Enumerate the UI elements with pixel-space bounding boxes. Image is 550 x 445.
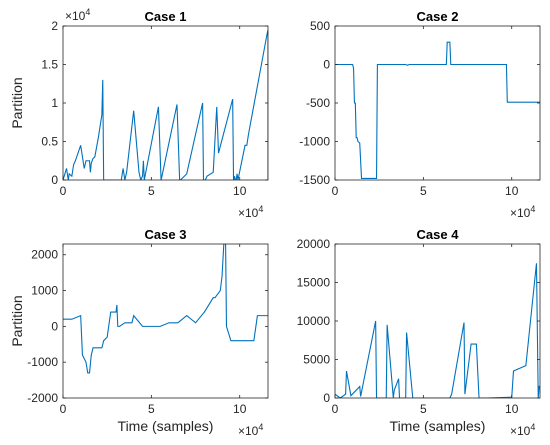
y-tick-label: 0 — [323, 58, 330, 72]
y-tick-label: 15000 — [297, 276, 331, 290]
y-axis-multiplier: ×104 — [65, 7, 90, 23]
y-tick-label: -1000 — [27, 355, 58, 369]
x-axis-label: Time (samples) — [390, 418, 486, 434]
x-axis-exponent: 4 — [258, 422, 263, 432]
y-tick-label: 0.5 — [41, 135, 58, 149]
x-axis-exponent: 4 — [530, 204, 535, 214]
y-tick-label: 500 — [310, 19, 330, 33]
chart-panel-2: 0 5 10 -1500 -1000 -500 0 500 Case 2 ×104 — [299, 9, 541, 220]
y-tick-label: 2 — [51, 19, 58, 33]
x-tick-label: 10 — [505, 184, 519, 198]
axes-box — [62, 243, 269, 399]
x-axis-multiplier: ×104 — [510, 422, 535, 438]
series-line-1 — [63, 29, 268, 180]
chart-title: Case 3 — [145, 227, 187, 242]
chart-panel-1: 0 5 10 0 0.5 1 1.5 2 Case 1 ×104 ×104 Partition — [9, 7, 269, 220]
x-tick-label: 5 — [148, 184, 155, 198]
x-axis-exponent: 4 — [530, 422, 535, 432]
y-tick-label: -2000 — [27, 391, 58, 405]
chart-panel-3: 0 5 10 -2000 -1000 0 1000 2000 Case 3 ×104 Partiti… — [9, 227, 269, 438]
y-tick-label: 0 — [323, 391, 330, 405]
y-tick-label: -500 — [306, 96, 330, 110]
y-axis-label: Partition — [9, 77, 25, 128]
y-axis-exponent: 4 — [85, 7, 90, 17]
y-axis-label: Partition — [9, 295, 25, 346]
y-tick-label: 1000 — [31, 284, 58, 298]
y-tick-label: 0 — [51, 319, 58, 333]
x-axis-label: Time (samples) — [118, 418, 214, 434]
series-line-1 — [63, 244, 268, 374]
y-tick-label: 20000 — [297, 237, 331, 251]
x-tick-label: 10 — [233, 402, 247, 416]
y-tick-label: 10000 — [297, 314, 331, 328]
y-tick-label: 5000 — [303, 353, 330, 367]
x-tick-label: 0 — [332, 184, 339, 198]
y-tick-label: 1 — [51, 96, 58, 110]
chart-title: Case 1 — [145, 9, 187, 24]
x-tick-label: 0 — [332, 402, 339, 416]
x-tick-label: 5 — [420, 184, 427, 198]
x-axis-multiplier: ×104 — [238, 422, 263, 438]
x-tick-label: 5 — [148, 402, 155, 416]
x-tick-label: 0 — [60, 402, 67, 416]
plot-area — [335, 26, 540, 180]
x-tick-label: 10 — [505, 402, 519, 416]
x-tick-label: 0 — [60, 184, 67, 198]
y-tick-label: 0 — [51, 173, 58, 187]
chart-panel-4: 0 5 10 0 5000 10000 15000 20000 Case 4 ×104 Time (… — [297, 227, 541, 438]
y-tick-label: -1000 — [299, 135, 330, 149]
y-tick-label: 2000 — [31, 248, 58, 262]
x-tick-label: 10 — [233, 184, 247, 198]
chart-title: Case 2 — [417, 9, 459, 24]
chart-title: Case 4 — [417, 227, 460, 242]
plot-area — [335, 244, 540, 398]
plot-area — [63, 26, 268, 180]
y-tick-label: -1500 — [299, 173, 330, 187]
y-tick-label: 1.5 — [41, 58, 58, 72]
x-axis-exponent: 4 — [258, 204, 263, 214]
x-axis-multiplier: ×104 — [510, 204, 535, 220]
series-line-1 — [335, 41, 540, 180]
x-tick-label: 5 — [420, 402, 427, 416]
series-line-1 — [335, 263, 540, 398]
plot-area — [63, 244, 268, 398]
x-axis-multiplier: ×104 — [238, 204, 263, 220]
